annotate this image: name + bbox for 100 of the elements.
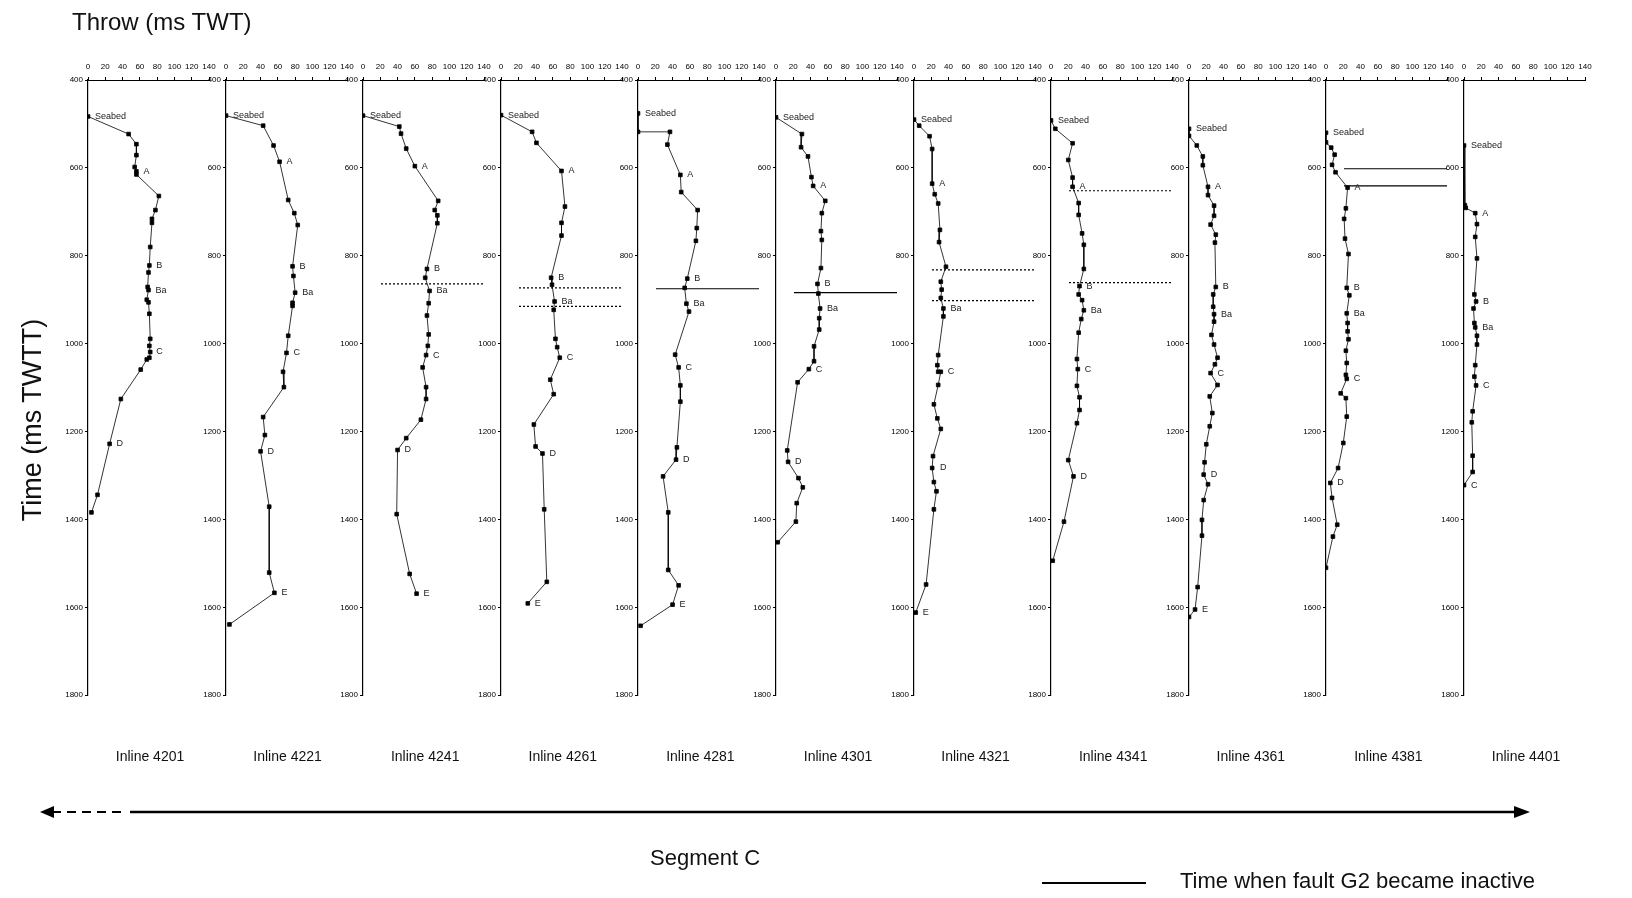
x-tick-label: 0 xyxy=(636,62,642,72)
y-tick-label: 1000 xyxy=(1441,338,1460,348)
x-tick-label: 20 xyxy=(1064,62,1074,72)
annotation: D xyxy=(267,445,275,456)
x-tick-label: 80 xyxy=(840,62,851,72)
x-tick-label: 140 xyxy=(1303,62,1318,72)
text: Inline 4401 xyxy=(1491,748,1561,764)
x-tick-label: 60 xyxy=(1373,62,1384,72)
annotation: Ba xyxy=(1482,321,1494,332)
annotation: D xyxy=(683,454,691,465)
y-tick-label: 1200 xyxy=(890,426,910,436)
annotation: Seabed xyxy=(507,109,539,120)
annotation: D xyxy=(404,444,412,455)
y-tick-label: 800 xyxy=(1032,250,1047,260)
annotation: Seabed xyxy=(1471,139,1503,150)
annotation: C xyxy=(293,347,301,358)
x-tick-label: 120 xyxy=(873,62,887,72)
y-tick-label: 600 xyxy=(1445,163,1460,173)
y-tick-label: 1000 xyxy=(615,338,634,348)
y-tick-label: 1600 xyxy=(65,602,84,612)
text: Inline 4381 xyxy=(1354,748,1423,764)
x-tick-label: 140 xyxy=(1440,62,1455,72)
x-tick-label: 60 xyxy=(1098,62,1109,72)
annotation: C xyxy=(947,366,955,377)
x-tick-label: 0 xyxy=(223,62,229,72)
y-tick-label: 1600 xyxy=(202,602,222,612)
text: Segment C xyxy=(650,845,761,871)
y-tick-label: 600 xyxy=(757,163,772,173)
annotation: B xyxy=(434,263,441,274)
x-tick-label: 100 xyxy=(855,62,870,72)
annotation: Seabed xyxy=(920,114,952,125)
y-tick-label: 1600 xyxy=(1166,602,1185,612)
y-tick-label: 1800 xyxy=(478,690,497,700)
x-tick-label: 100 xyxy=(993,62,1008,72)
y-tick-label: 800 xyxy=(69,250,84,260)
x-tick-label: 100 xyxy=(580,62,595,72)
y-tick-label: 800 xyxy=(895,250,910,260)
y-tick-label: 1400 xyxy=(1303,514,1322,524)
annotation: D xyxy=(1080,470,1088,481)
y-tick-label: 1800 xyxy=(340,690,359,700)
x-tick-label: 140 xyxy=(202,62,217,72)
annotation: A xyxy=(286,156,293,167)
x-tick-label: 100 xyxy=(167,62,182,72)
x-tick-label: 40 xyxy=(1356,62,1366,72)
y-tick-label: 600 xyxy=(207,163,222,173)
y-tick-label: 1600 xyxy=(615,602,634,612)
y-tick-label: 1200 xyxy=(478,426,497,436)
y-tick-label: 1600 xyxy=(890,602,910,612)
annotation: Seabed xyxy=(645,107,677,118)
y-tick-label: 1400 xyxy=(890,514,910,524)
x-tick-label: 20 xyxy=(926,62,936,72)
annotation: B xyxy=(1222,281,1229,292)
x-tick-label: 140 xyxy=(339,62,354,72)
x-tick-label: 100 xyxy=(718,62,733,72)
text: Inline 4341 xyxy=(1078,748,1148,764)
x-tick-label: 80 xyxy=(152,62,163,72)
x-tick-label: 120 xyxy=(597,62,612,72)
y-tick-label: 1800 xyxy=(890,690,910,700)
x-tick-label: 40 xyxy=(668,62,678,72)
annotation: E xyxy=(679,599,686,610)
annotation: C xyxy=(1217,367,1225,378)
x-tick-label: 20 xyxy=(1339,62,1349,72)
y-tick-label: 1400 xyxy=(65,514,84,524)
x-tick-label: 120 xyxy=(322,62,337,72)
y-tick-label: 800 xyxy=(620,250,634,260)
annotation: A xyxy=(1079,181,1086,192)
annotation: D xyxy=(795,456,803,467)
y-tick-label: 1000 xyxy=(1303,338,1322,348)
y-tick-label: 1800 xyxy=(1166,690,1185,700)
annotation: A xyxy=(143,165,150,176)
annotation: A xyxy=(687,169,694,180)
y-tick-label: 1400 xyxy=(1028,514,1047,524)
annotation: Ba xyxy=(1354,307,1366,318)
y-tick-label: 1600 xyxy=(478,602,497,612)
x-tick-label: 100 xyxy=(1543,62,1558,72)
y-tick-label: 1200 xyxy=(1441,426,1460,436)
y-tick-label: 1400 xyxy=(615,514,634,524)
y-tick-label: 800 xyxy=(1170,250,1185,260)
y-tick-label: 800 xyxy=(757,250,772,260)
x-tick-label: 40 xyxy=(118,62,128,72)
text: Inline 4281 xyxy=(666,748,735,764)
annotation: Ba xyxy=(1091,304,1103,315)
x-tick-label: 20 xyxy=(100,62,111,72)
y-tick-label: 1200 xyxy=(65,426,84,436)
text: Inline 4241 xyxy=(390,748,460,764)
annotation: E xyxy=(280,587,288,598)
text: Time when fault G2 became inactive xyxy=(1180,868,1536,894)
x-tick-label: 140 xyxy=(752,62,767,72)
x-tick-label: 20 xyxy=(238,62,248,72)
x-tick-label: 120 xyxy=(1148,62,1163,72)
x-tick-label: 60 xyxy=(548,62,558,72)
x-tick-label: 0 xyxy=(85,62,91,72)
y-tick-label: 1200 xyxy=(340,426,359,436)
y-tick-label: 1000 xyxy=(753,338,772,348)
annotation: Ba xyxy=(155,284,167,295)
annotation: C xyxy=(1483,379,1491,390)
y-tick-label: 800 xyxy=(344,250,359,260)
x-tick-label: 80 xyxy=(1528,62,1539,72)
y-axis-title: Time (ms TWTT) xyxy=(16,318,48,522)
text: Inline 4361 xyxy=(1216,748,1286,764)
